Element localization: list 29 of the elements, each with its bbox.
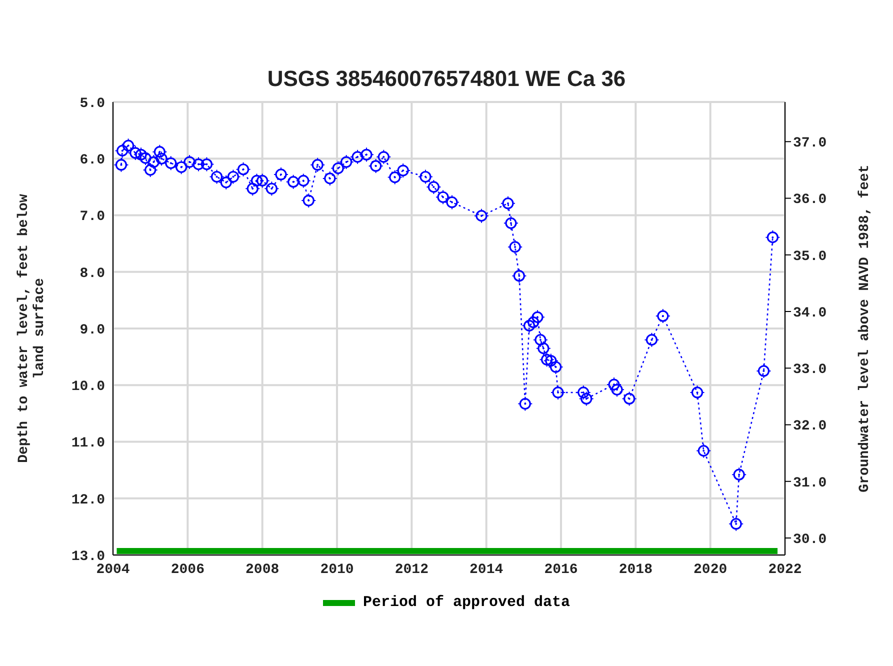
x-tick-label: 2006 (170, 562, 204, 578)
y-tick-label: 8.0 (80, 266, 105, 282)
y2-tick-label: 30.0 (793, 532, 827, 548)
y2-tick-label: 34.0 (793, 305, 827, 322)
x-tick-label: 2016 (544, 562, 578, 578)
legend-label: Period of approved data (362, 594, 570, 611)
y2-tick-label: 35.0 (793, 248, 827, 265)
y2-tick-label: 33.0 (793, 362, 827, 378)
y-tick-label: 7.0 (80, 209, 105, 226)
x-tick-label: 2018 (618, 562, 652, 578)
y2-tick-label: 36.0 (793, 192, 827, 208)
x-tick-label: 2014 (470, 562, 504, 578)
y-tick-label: 11.0 (71, 436, 105, 452)
y-tick-label: 9.0 (80, 322, 105, 338)
x-tick-label: 2010 (320, 562, 354, 578)
x-tick-label: 2012 (394, 562, 428, 578)
chart-title: USGS 385460076574801 WE Ca 36 (266, 66, 627, 92)
y2-axis-title: Groundwater level above NAVD 1988, feet (857, 164, 873, 492)
y-tick-label: 5.0 (80, 96, 105, 112)
y-tick-label: 6.0 (80, 152, 105, 169)
y-axis-title: Depth to water level, feet below land surface (16, 193, 48, 463)
x-tick-label: 2022 (768, 562, 802, 578)
x-tick-label: 2008 (246, 562, 280, 578)
y2-tick-label: 32.0 (793, 418, 827, 435)
y-tick-label: 10.0 (71, 379, 105, 396)
x-tick-label: 2020 (694, 562, 728, 578)
y-tick-label: 12.0 (71, 492, 105, 508)
y2-tick-label: 37.0 (793, 136, 827, 152)
y2-tick-label: 31.0 (793, 475, 827, 492)
